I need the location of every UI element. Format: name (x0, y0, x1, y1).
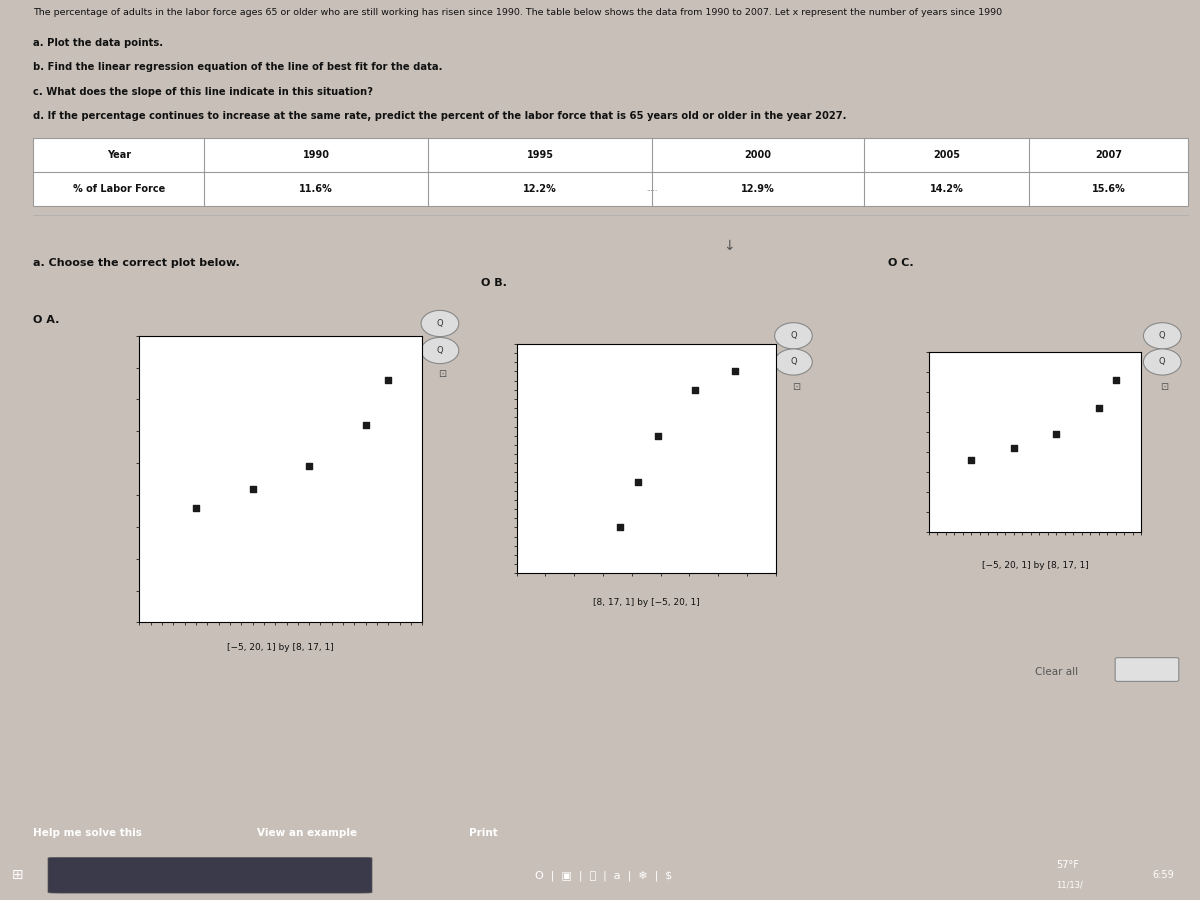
Text: 1995: 1995 (527, 149, 553, 160)
Text: [−5, 20, 1] by [8, 17, 1]: [−5, 20, 1] by [8, 17, 1] (982, 561, 1088, 570)
Text: Q: Q (790, 331, 797, 340)
Text: View an example: View an example (257, 828, 358, 839)
Point (628, 474, 647, 489)
Text: O  Type here to search: O Type here to search (102, 871, 204, 880)
Circle shape (774, 323, 812, 349)
Text: Q: Q (437, 346, 443, 355)
Text: Clear all: Clear all (1036, 668, 1078, 678)
Text: 1990: 1990 (302, 149, 330, 160)
Text: Print: Print (469, 828, 498, 839)
Text: Q: Q (1159, 331, 1165, 340)
Point (611, 520, 630, 535)
Point (1106, 373, 1126, 387)
Text: % of Labor Force: % of Labor Force (73, 184, 164, 194)
Text: Help me solve this: Help me solve this (34, 828, 143, 839)
Text: 2005: 2005 (934, 149, 960, 160)
Point (961, 453, 980, 467)
Point (685, 382, 704, 397)
FancyBboxPatch shape (48, 858, 372, 893)
Text: [8, 17, 1] by [−5, 20, 1]: [8, 17, 1] by [−5, 20, 1] (593, 598, 700, 607)
Text: c. What does the slope of this line indicate in this situation?: c. What does the slope of this line indi… (34, 86, 373, 97)
Circle shape (1144, 349, 1181, 375)
Text: a. Plot the data points.: a. Plot the data points. (34, 38, 163, 48)
Point (648, 428, 667, 443)
FancyBboxPatch shape (1115, 658, 1178, 681)
Text: ⊞: ⊞ (12, 868, 24, 882)
Point (300, 459, 319, 473)
Text: 15.6%: 15.6% (1092, 184, 1126, 194)
Text: ⊡: ⊡ (792, 382, 800, 392)
Text: O C.: O C. (888, 258, 913, 268)
Text: d. If the percentage continues to increase at the same rate, predict the percent: d. If the percentage continues to increa… (34, 112, 847, 122)
Text: 12.9%: 12.9% (742, 184, 775, 194)
Text: a. Choose the correct plot below.: a. Choose the correct plot below. (34, 258, 240, 268)
Circle shape (774, 349, 812, 375)
Point (242, 482, 262, 496)
Circle shape (421, 310, 458, 337)
Text: Q: Q (790, 357, 797, 366)
Point (186, 500, 205, 515)
Text: The percentage of adults in the labor force ages 65 or older who are still worki: The percentage of adults in the labor fo… (34, 8, 1002, 17)
Point (356, 418, 376, 432)
Text: ↓: ↓ (722, 239, 734, 253)
Text: 2007: 2007 (1096, 149, 1122, 160)
Text: 11/13/: 11/13/ (1056, 880, 1082, 889)
Text: .....: ..... (647, 186, 658, 193)
Circle shape (1144, 323, 1181, 349)
Text: ⊡: ⊡ (1160, 382, 1169, 392)
Text: [−5, 20, 1] by [8, 17, 1]: [−5, 20, 1] by [8, 17, 1] (228, 643, 335, 652)
Text: 14.2%: 14.2% (930, 184, 964, 194)
Text: Q: Q (437, 319, 443, 328)
Text: O B.: O B. (481, 278, 508, 289)
Point (1046, 428, 1066, 442)
Text: 11.6%: 11.6% (299, 184, 334, 194)
Point (726, 364, 745, 379)
Text: 2000: 2000 (744, 149, 772, 160)
Text: 6:59: 6:59 (1152, 870, 1174, 880)
Circle shape (421, 338, 458, 364)
Point (379, 374, 398, 388)
Point (1004, 441, 1024, 455)
Text: Year: Year (107, 149, 131, 160)
Bar (34, 138, 1188, 206)
Text: Q: Q (1159, 357, 1165, 366)
Text: b. Find the linear regression equation of the line of best fit for the data.: b. Find the linear regression equation o… (34, 62, 443, 72)
Text: O  |  ▣  |  🌐  |  a  |  ❄  |  $: O | ▣ | 🌐 | a | ❄ | $ (528, 870, 672, 880)
Text: ⊡: ⊡ (438, 369, 446, 379)
Point (1090, 401, 1109, 416)
Text: 57°F: 57°F (1056, 860, 1079, 870)
Text: O A.: O A. (34, 315, 60, 325)
Text: 12.2%: 12.2% (523, 184, 557, 194)
